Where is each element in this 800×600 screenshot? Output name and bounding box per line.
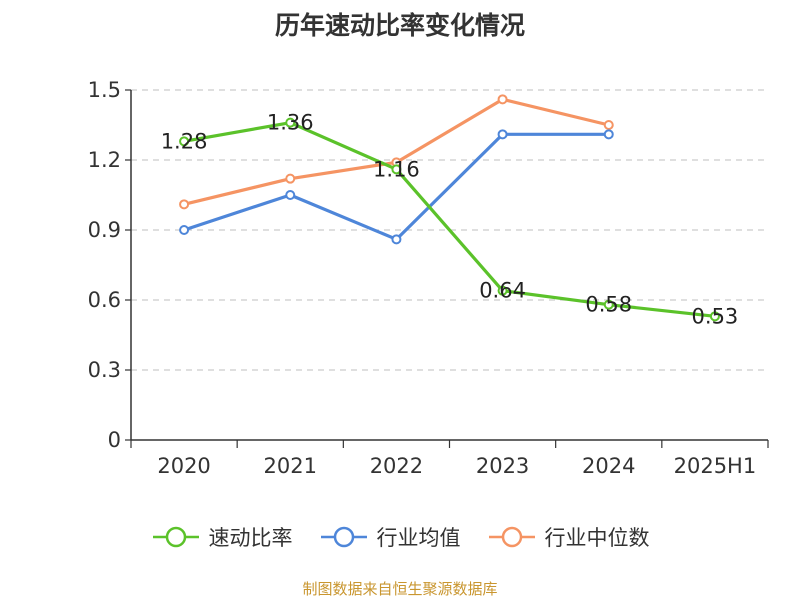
- data-label: 1.28: [161, 129, 208, 153]
- y-tick-label: 0.6: [88, 288, 121, 312]
- data-point: [285, 117, 296, 128]
- legend-item[interactable]: 行业均值: [319, 522, 461, 552]
- data-point: [285, 190, 296, 200]
- legend-label: 速动比率: [208, 526, 293, 550]
- legend-label: 行业均值: [376, 526, 461, 550]
- data-label: 1.16: [373, 157, 420, 181]
- x-tick-label: 2022: [370, 454, 423, 478]
- y-tick-label: 1.5: [88, 78, 121, 102]
- data-point: [285, 173, 296, 184]
- x-tick-label: 2025H1: [674, 454, 757, 478]
- y-tick-label: 0.9: [88, 218, 121, 242]
- data-point: [603, 129, 614, 140]
- legend-swatch-icon: [320, 526, 367, 548]
- data-point: [497, 285, 508, 296]
- x-tick-label: 2020: [157, 454, 210, 478]
- data-point: [497, 129, 508, 140]
- data-label: 0.58: [585, 293, 632, 317]
- data-label: 0.64: [479, 279, 526, 303]
- y-tick-label: 0: [108, 428, 121, 452]
- x-tick-label: 2024: [582, 454, 635, 478]
- y-tick-label: 0.3: [88, 358, 121, 382]
- series-line: [183, 121, 716, 318]
- data-point: [391, 234, 402, 245]
- data-label: 0.53: [692, 304, 739, 328]
- data-point: [179, 136, 190, 147]
- data-point: [179, 225, 190, 235]
- x-tick-label: 2023: [476, 454, 529, 478]
- legend-swatch-icon: [488, 526, 535, 548]
- data-source-note: 制图数据来自恒生聚源数据库: [302, 580, 498, 598]
- data-point: [179, 199, 190, 210]
- data-point: [603, 299, 614, 310]
- chart-legend: 速动比率 行业均值 行业中位数: [0, 520, 800, 554]
- legend-item[interactable]: 速动比率: [151, 522, 293, 552]
- data-point: [391, 164, 402, 175]
- data-point: [709, 311, 720, 322]
- legend-label: 行业中位数: [544, 526, 650, 550]
- x-tick-label: 2021: [264, 454, 317, 478]
- data-point: [497, 94, 508, 105]
- series-line: [183, 97, 610, 206]
- legend-swatch-icon: [152, 526, 199, 548]
- y-tick-label: 1.2: [88, 148, 121, 172]
- data-label: 1.36: [267, 111, 314, 135]
- legend-item[interactable]: 行业中位数: [487, 522, 650, 552]
- chart-title: 历年速动比率变化情况: [274, 11, 525, 40]
- series-line: [183, 132, 609, 241]
- data-point: [603, 120, 614, 130]
